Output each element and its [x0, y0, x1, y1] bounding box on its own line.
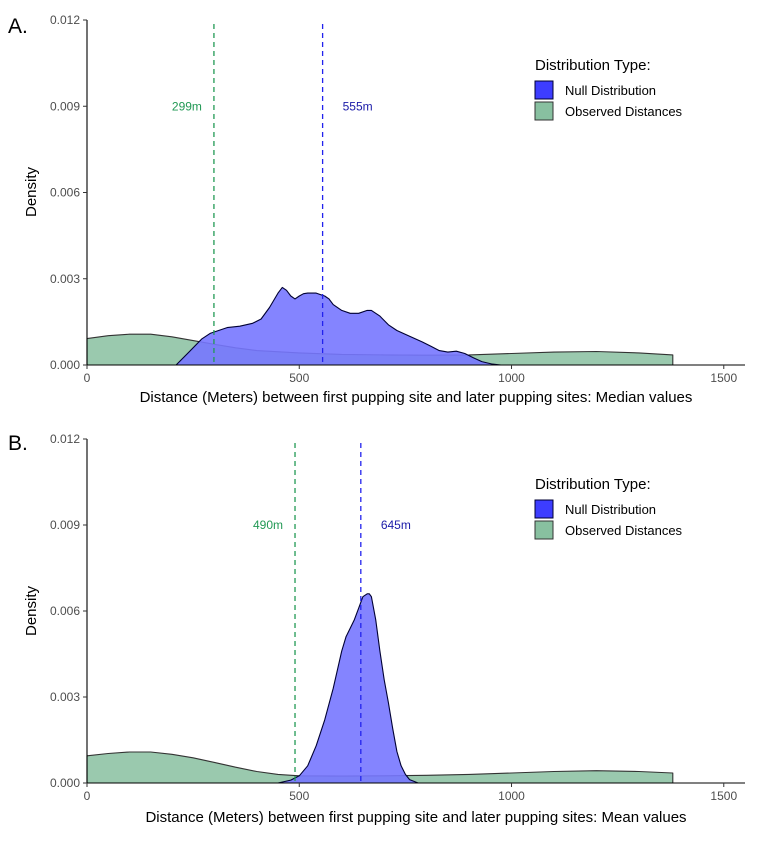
y-tick-label: 0.012: [50, 13, 80, 27]
y-tick-label: 0.000: [50, 358, 80, 372]
x-tick-label: 0: [84, 371, 91, 385]
observed-value-label: 490m: [253, 518, 283, 532]
y-axis-title: Density: [23, 585, 40, 636]
x-tick-label: 1500: [710, 371, 737, 385]
legend: Distribution Type: Null Distribution Obser…: [534, 57, 683, 121]
legend-key-null: [534, 80, 554, 100]
y-axis-title: Density: [23, 166, 40, 217]
panel-label: B.: [8, 432, 28, 455]
x-tick-label: 500: [289, 371, 309, 385]
y-tick-label: 0.009: [50, 518, 80, 532]
legend-label-null: Null Distribution: [565, 502, 656, 517]
null-value-label: 555m: [343, 99, 373, 113]
legend-title: Distribution Type:: [535, 57, 651, 74]
legend-label-null: Null Distribution: [565, 83, 656, 98]
legend-title: Distribution Type:: [535, 476, 651, 493]
x-tick-label: 1500: [710, 789, 737, 803]
x-tick-label: 0: [84, 789, 91, 803]
panel-label: A.: [8, 15, 28, 38]
chart-panel-a: A. 299m 555m 0.000 0.003 0.006 0.009 0.012 0 500 1…: [8, 13, 745, 406]
chart-panel-b: B. 490m 645m 0.000 0.003 0.006 0.009 0.012 0 500 1…: [8, 432, 745, 826]
null-value-label: 645m: [381, 518, 411, 532]
x-tick-label: 1000: [498, 371, 525, 385]
legend-key-observed: [534, 520, 554, 540]
y-tick-label: 0.006: [50, 604, 80, 618]
y-tick-label: 0.000: [50, 776, 80, 790]
x-axis-title: Distance (Meters) between first pupping …: [145, 809, 686, 826]
legend-key-observed: [534, 101, 554, 121]
legend: Distribution Type: Null Distribution Obser…: [534, 476, 683, 540]
y-tick-label: 0.012: [50, 432, 80, 446]
y-tick-label: 0.009: [50, 99, 80, 113]
null-distribution-area: [277, 593, 419, 784]
y-tick-label: 0.003: [50, 690, 80, 704]
x-tick-label: 1000: [498, 789, 525, 803]
observed-value-label: 299m: [172, 99, 202, 113]
legend-label-observed: Observed Distances: [565, 523, 683, 538]
legend-key-null: [534, 499, 554, 519]
y-tick-label: 0.003: [50, 272, 80, 286]
x-axis-title: Distance (Meters) between first pupping …: [140, 389, 693, 406]
x-tick-label: 500: [289, 789, 309, 803]
null-distribution-area: [175, 286, 502, 366]
legend-label-observed: Observed Distances: [565, 104, 683, 119]
y-tick-label: 0.006: [50, 186, 80, 200]
